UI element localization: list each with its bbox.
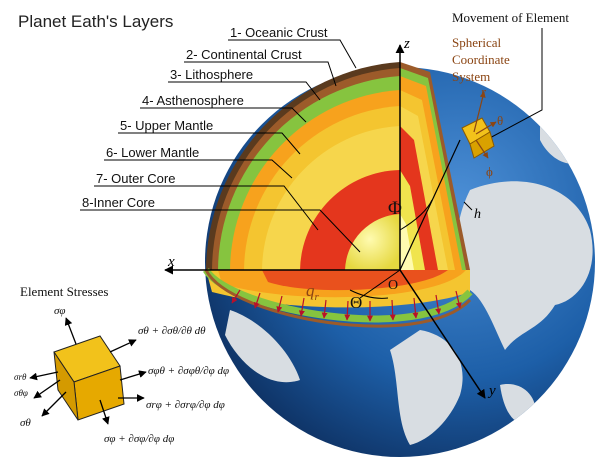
- label-continental-crust: 2- Continental Crust: [186, 47, 302, 62]
- movement-title: Movement of Element: [452, 10, 569, 25]
- theta-angle-label: Θ: [350, 293, 362, 312]
- moving-element: [461, 117, 495, 159]
- label-inner-core: 8-Inner Core: [82, 195, 155, 210]
- stress-sigma-phitheta-plus: σφθ + ∂σφθ/∂φ dφ: [148, 365, 229, 377]
- cutaway-layers: [203, 62, 473, 328]
- label-asthenosphere: 4- Asthenosphere: [142, 93, 244, 108]
- stress-sigma-rtheta: σrθ: [14, 372, 27, 382]
- label-lithosphere: 3- Lithosphere: [170, 67, 253, 82]
- layer-inner-core: [345, 214, 400, 270]
- stress-block: [53, 335, 125, 421]
- axes: z x y O Φ Θ h qr: [164, 36, 496, 399]
- stress-sigma-phi: σφ: [54, 305, 66, 317]
- stress-sigma-rphi-plus: σrφ + ∂σrφ/∂φ dφ: [146, 399, 225, 411]
- phi-angle-label: Φ: [388, 198, 402, 219]
- stress-sigma-theta: σθ: [20, 417, 31, 429]
- movement-of-element: Movement of Element Spherical Coordinate…: [452, 10, 569, 179]
- label-outer-core: 7- Outer Core: [96, 171, 175, 186]
- x-axis-label: x: [167, 254, 175, 270]
- stress-sigma-phi-plus: σφ + ∂σφ/∂φ dφ: [104, 433, 174, 445]
- label-oceanic-crust: 1- Oceanic Crust: [230, 25, 328, 40]
- stresses-title: Element Stresses: [20, 284, 108, 299]
- element-stresses: Element Stresses σφ σθ + ∂σθ/∂θ dθ σφθ +…: [14, 284, 229, 445]
- system-label-line3: System: [452, 69, 490, 84]
- pressure-arrows: [231, 289, 462, 322]
- label-upper-mantle: 5- Upper Mantle: [120, 118, 213, 133]
- system-label-line1: Spherical: [452, 35, 501, 50]
- y-axis-label: y: [487, 383, 496, 399]
- y-axis: [399, 269, 486, 399]
- theta-direction-label: θ: [497, 113, 503, 128]
- layer-labels: 1- Oceanic Crust 2- Continental Crust 3-…: [80, 25, 361, 253]
- z-axis-label: z: [403, 36, 410, 52]
- diagram-title: Planet Eath's Layers: [18, 12, 173, 31]
- system-label-line2: Coordinate: [452, 52, 510, 67]
- label-lower-mantle: 6- Lower Mantle: [106, 145, 199, 160]
- projection-line: [359, 269, 401, 299]
- radius-line: [399, 139, 461, 271]
- phi-direction-label: ϕ: [486, 164, 493, 179]
- thickness-h-label: h: [474, 207, 481, 222]
- stress-sigma-thetaphi: σθφ: [14, 388, 28, 398]
- origin-label: O: [388, 278, 398, 293]
- r-direction-label: r: [481, 84, 487, 99]
- pressure-q-label: qr: [306, 281, 320, 303]
- stress-sigma-theta-plus: σθ + ∂σθ/∂θ dθ: [138, 325, 206, 337]
